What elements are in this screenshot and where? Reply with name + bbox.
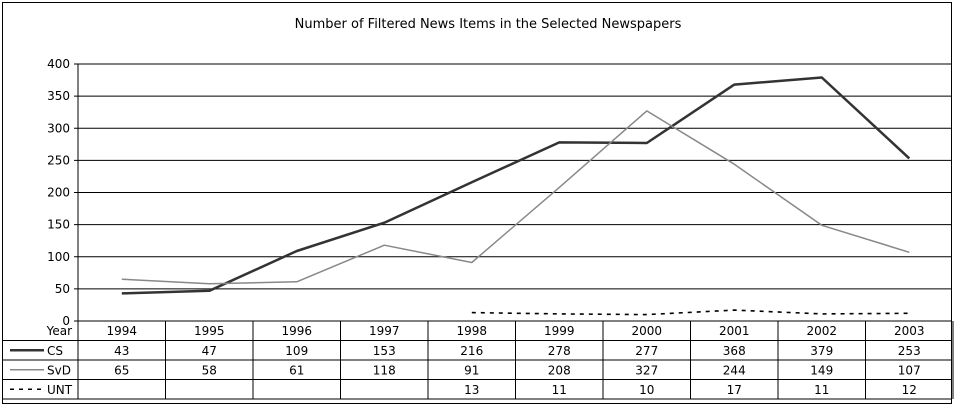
table-cell-value: 109 bbox=[285, 344, 308, 358]
table-cell-value: 61 bbox=[289, 363, 304, 377]
x-tick-label: 2000 bbox=[631, 324, 662, 338]
table-cell-value: 11 bbox=[814, 383, 829, 397]
series-line-cs bbox=[121, 76, 911, 295]
table-cell-value: 216 bbox=[460, 344, 483, 358]
table-cell-value: 13 bbox=[464, 383, 479, 397]
table-cell-value: 12 bbox=[902, 383, 917, 397]
table-cell-value: 327 bbox=[635, 363, 658, 377]
y-tick-label: 250 bbox=[47, 153, 70, 167]
y-tick-label: 350 bbox=[47, 89, 70, 103]
table-cell-value: 47 bbox=[202, 344, 217, 358]
legend-label-cs: CS bbox=[47, 344, 63, 358]
x-tick-label: 1994 bbox=[106, 324, 137, 338]
table-cell-value: 153 bbox=[373, 344, 396, 358]
chart-title: Number of Filtered News Items in the Sel… bbox=[295, 17, 682, 32]
y-tick-label: 50 bbox=[55, 282, 70, 296]
x-tick-label: 2001 bbox=[719, 324, 750, 338]
legend-label-svd: SvD bbox=[47, 363, 71, 377]
table-cell-value: 58 bbox=[202, 363, 217, 377]
table-cell-value: 91 bbox=[464, 363, 479, 377]
table-cell-value: 11 bbox=[552, 383, 567, 397]
table-year-header: Year bbox=[46, 324, 72, 338]
y-tick-label: 300 bbox=[47, 121, 70, 135]
y-tick-label: 150 bbox=[47, 218, 70, 232]
x-tick-label: 1997 bbox=[369, 324, 400, 338]
y-tick-label: 400 bbox=[47, 57, 70, 71]
legend-label-unt: UNT bbox=[47, 383, 73, 397]
table-cell-value: 379 bbox=[810, 344, 833, 358]
x-tick-label: 1998 bbox=[456, 324, 487, 338]
table-cell-value: 65 bbox=[114, 363, 129, 377]
series-line-unt bbox=[471, 309, 910, 316]
table-cell-value: 17 bbox=[727, 383, 742, 397]
table-cell-value: 10 bbox=[639, 383, 654, 397]
table-cell-value: 277 bbox=[635, 344, 658, 358]
table-cell-value: 244 bbox=[723, 363, 746, 377]
table-cell-value: 368 bbox=[723, 344, 746, 358]
x-tick-label: 2003 bbox=[894, 324, 925, 338]
series-line-svd bbox=[121, 110, 910, 285]
x-tick-label: 1996 bbox=[281, 324, 312, 338]
x-tick-label: 2002 bbox=[806, 324, 837, 338]
table-cell-value: 149 bbox=[810, 363, 833, 377]
x-tick-label: 1999 bbox=[544, 324, 575, 338]
table-cell-value: 278 bbox=[548, 344, 571, 358]
table-cell-value: 43 bbox=[114, 344, 129, 358]
table-cell-value: 118 bbox=[373, 363, 396, 377]
y-tick-label: 0 bbox=[62, 314, 70, 328]
x-tick-label: 1995 bbox=[194, 324, 225, 338]
table-cell-value: 208 bbox=[548, 363, 571, 377]
table-cell-value: 107 bbox=[898, 363, 921, 377]
y-tick-label: 100 bbox=[47, 250, 70, 264]
y-tick-label: 200 bbox=[47, 186, 70, 200]
table-cell-value: 253 bbox=[898, 344, 921, 358]
